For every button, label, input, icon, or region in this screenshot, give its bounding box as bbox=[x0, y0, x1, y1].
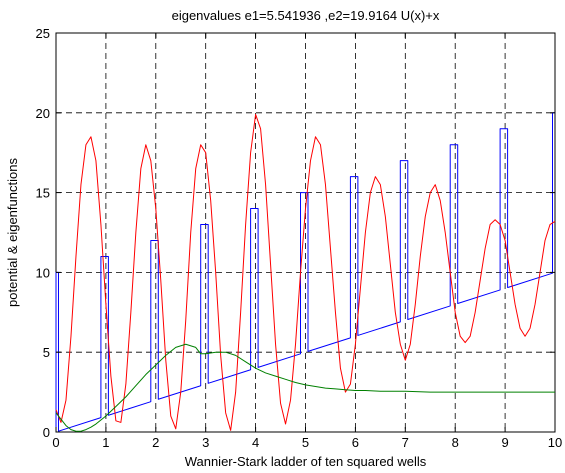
x-tick-label: 6 bbox=[352, 435, 359, 450]
x-tick-label: 7 bbox=[402, 435, 409, 450]
y-tick-label: 10 bbox=[36, 265, 50, 280]
x-tick-label: 4 bbox=[252, 435, 259, 450]
y-tick-label: 5 bbox=[43, 345, 50, 360]
y-axis-ticks: 0 5 10 15 20 25 bbox=[36, 26, 555, 440]
x-tick-label: 2 bbox=[152, 435, 159, 450]
y-tick-label: 15 bbox=[36, 186, 50, 201]
grid-lines bbox=[56, 33, 555, 432]
series-line-3 bbox=[55, 343, 555, 432]
x-tick-label: 5 bbox=[302, 435, 309, 450]
y-tick-label: 25 bbox=[36, 26, 50, 41]
x-axis-ticks: 0 1 2 3 4 5 6 7 8 9 10 bbox=[52, 33, 562, 450]
series-layer bbox=[55, 112, 556, 432]
x-tick-label: 1 bbox=[102, 435, 109, 450]
y-tick-label: 0 bbox=[43, 425, 50, 440]
x-tick-label: 3 bbox=[202, 435, 209, 450]
chart-title: eigenvalues e1=5.541936 ,e2=19.9164 U(x)… bbox=[172, 8, 440, 23]
x-tick-label: 10 bbox=[548, 435, 562, 450]
series-line-1 bbox=[55, 112, 555, 432]
y-axis-label: potential & eigenfunctions bbox=[5, 158, 20, 307]
series-line-2 bbox=[55, 113, 556, 431]
x-tick-label: 9 bbox=[501, 435, 508, 450]
x-tick-label: 8 bbox=[452, 435, 459, 450]
plot-area bbox=[55, 32, 556, 433]
y-tick-label: 20 bbox=[36, 106, 50, 121]
x-axis-label: Wannier-Stark ladder of ten squared well… bbox=[185, 454, 427, 469]
x-tick-label: 0 bbox=[52, 435, 59, 450]
